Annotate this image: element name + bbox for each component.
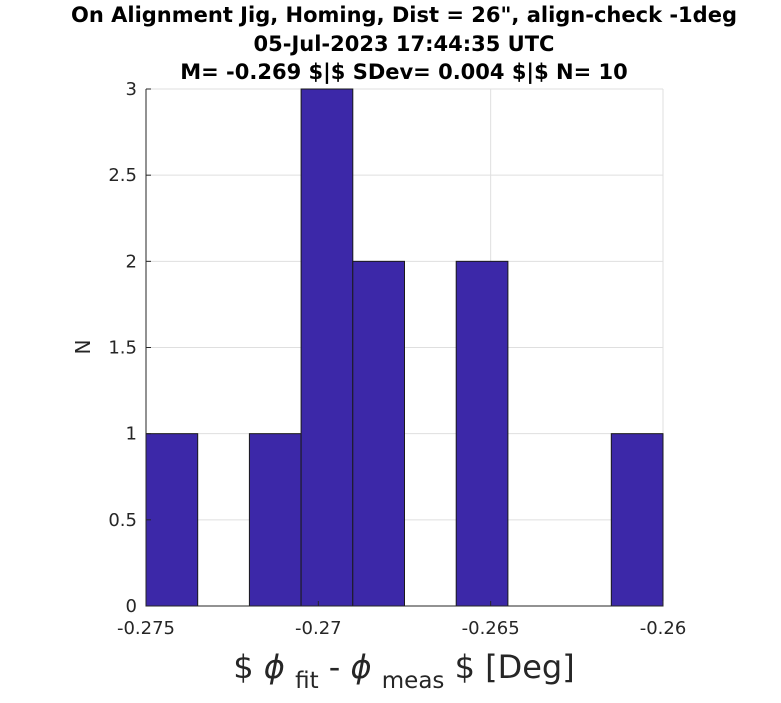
histogram-bar-9: [610, 433, 664, 607]
x-axis-label: $ ϕ fit - ϕ meas $ [Deg]: [233, 648, 574, 696]
histogram-bar-2: [248, 433, 302, 607]
x-label-subscript-fit: fit: [295, 668, 319, 694]
chart-title-line-1: On Alignment Jig, Homing, Dist = 26", al…: [71, 3, 737, 27]
y-tick-labels: 0 0.5 1 1.5 2 2.5 3: [108, 79, 137, 617]
x-tick-label-0: -0.275: [117, 618, 175, 639]
x-tick-labels: -0.275 -0.27 -0.265 -0.26: [117, 618, 686, 639]
y-tick-label-4: 2: [126, 251, 137, 272]
x-tick-label-2: -0.265: [462, 618, 520, 639]
y-tick-label-3: 1.5: [108, 338, 137, 359]
histogram-bar-3: [300, 88, 354, 607]
x-tick-label-1: -0.27: [295, 618, 342, 639]
x-label-prefix: $: [233, 648, 253, 686]
histogram-bar-4: [352, 260, 405, 607]
y-tick-label-1: 0.5: [108, 510, 137, 531]
chart-title-line-3: M= -0.269 $|$ SDev= 0.004 $|$ N= 10: [180, 60, 628, 85]
y-tick-label-5: 2.5: [108, 165, 137, 186]
y-tick-label-2: 1: [126, 424, 137, 445]
y-axis-label: N: [71, 340, 95, 355]
histogram-bar-6: [455, 260, 509, 607]
histogram-bar-0: [145, 433, 199, 607]
x-label-subscript-meas: meas: [382, 668, 445, 694]
axes: [145, 88, 664, 607]
x-tick-label-3: -0.26: [640, 618, 687, 639]
x-label-phi-1: ϕ: [264, 648, 285, 686]
y-tick-label-6: 3: [126, 79, 137, 100]
histogram-bars: [145, 88, 664, 607]
x-label-phi-2: ϕ: [350, 648, 371, 686]
x-label-dash: -: [329, 648, 341, 686]
y-tick-label-0: 0: [126, 596, 137, 617]
chart-title-line-2: 05-Jul-2023 17:44:35 UTC: [254, 32, 555, 56]
x-label-suffix: $ [Deg]: [455, 648, 575, 686]
